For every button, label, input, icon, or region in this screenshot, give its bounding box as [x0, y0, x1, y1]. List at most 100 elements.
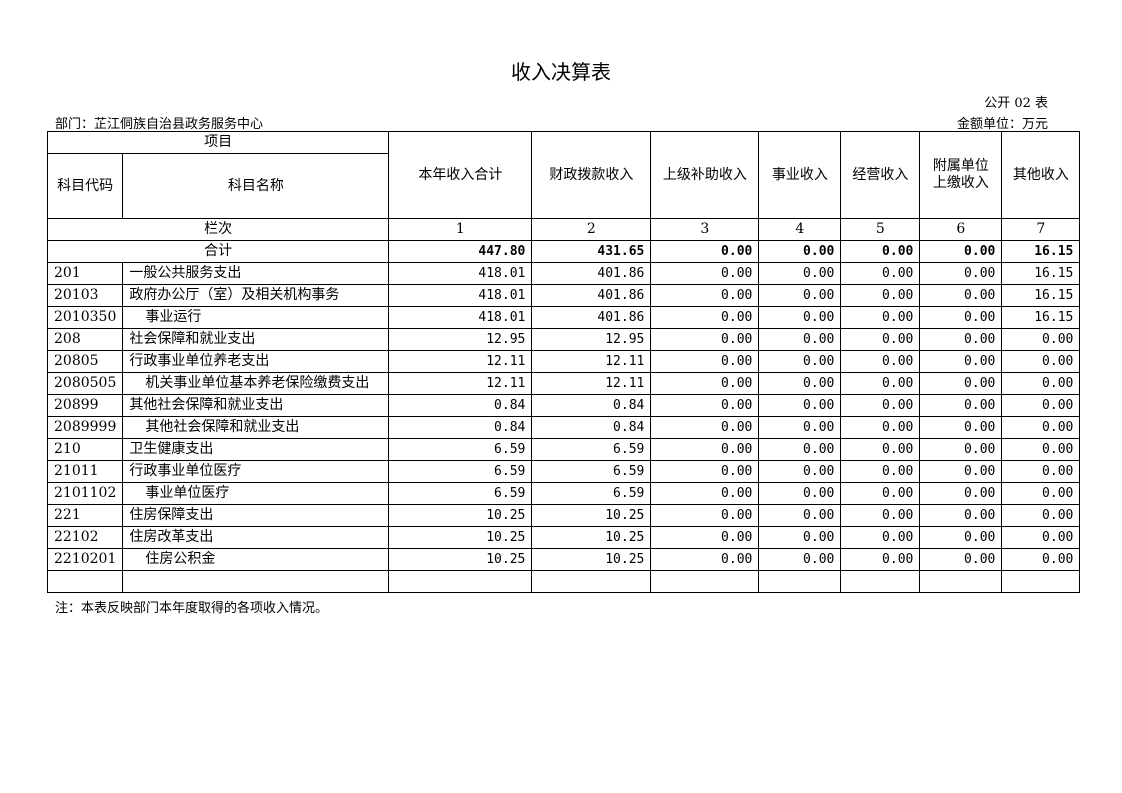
amount: 10.25	[531, 548, 652, 571]
subject-code: 210	[46, 438, 124, 461]
amount: 401.86	[531, 262, 652, 285]
subject-name: 住房保障支出	[122, 504, 390, 527]
amount: 10.25	[531, 526, 652, 549]
subject-name: 住房公积金	[122, 548, 390, 571]
form-number: 公开 02 表	[984, 96, 1048, 111]
data-row: 20805 行政事业单位养老支出 12.11 12.11 0.00 0.00 0.00 0.0…	[46, 350, 1081, 373]
amount: 6.59	[531, 460, 652, 483]
total-value: 0.00	[919, 240, 1003, 263]
data-row: 20899 其他社会保障和就业支出 0.84 0.84 0.00 0.00 0.00 0.00…	[46, 394, 1081, 417]
amount: 0.00	[650, 262, 760, 285]
amount: 0.00	[840, 460, 921, 483]
subject-code: 201	[46, 262, 124, 285]
amount: 0.00	[758, 548, 842, 571]
subject-code: 22102	[46, 526, 124, 549]
data-row: 210 卫生健康支出 6.59 6.59 0.00 0.00 0.00 0.00 0.00	[46, 438, 1081, 461]
index-label: 栏次	[46, 218, 390, 241]
data-row: 2080505 机关事业单位基本养老保险缴费支出 12.11 12.11 0.00 0.0…	[46, 372, 1081, 395]
amount: 0.00	[650, 306, 760, 329]
amount: 12.11	[388, 372, 533, 395]
subject-name: 政府办公厅（室）及相关机构事务	[122, 284, 390, 307]
total-label: 合计	[46, 240, 390, 263]
index-number: 6	[919, 218, 1003, 241]
amount: 0.00	[758, 482, 842, 505]
subject-code: 20103	[46, 284, 124, 307]
amount: 401.86	[531, 284, 652, 307]
amount: 0.00	[758, 306, 842, 329]
amount: 16.15	[1001, 262, 1081, 285]
total-row: 合计 447.80 431.65 0.00 0.00 0.00 0.00 16.15	[46, 240, 1081, 263]
header-cell: 附属单位上缴收入	[919, 131, 1003, 219]
amount: 0.84	[388, 416, 533, 439]
amount: 0.00	[650, 394, 760, 417]
amount: 0.00	[919, 460, 1003, 483]
amount: 0.00	[650, 548, 760, 571]
data-row: 2010350 事业运行 418.01 401.86 0.00 0.00 0.00 0.00 1…	[46, 306, 1081, 329]
amount: 0.00	[758, 460, 842, 483]
amount: 0.00	[840, 328, 921, 351]
data-row: 2101102 事业单位医疗 6.59 6.59 0.00 0.00 0.00 0.00 0.0…	[46, 482, 1081, 505]
amount: 16.15	[1001, 306, 1081, 329]
header-cell: 本年收入合计	[388, 131, 533, 219]
amount: 12.11	[531, 372, 652, 395]
data-row: 22102 住房改革支出 10.25 10.25 0.00 0.00 0.00 0.00 0.0…	[46, 526, 1081, 549]
amount: 0.84	[388, 394, 533, 417]
amount: 0.00	[758, 394, 842, 417]
income-table: 项目 本年收入合计 财政拨款收入 上级补助收入 事业收入 经营收入 附属单位上缴收入 其他收入…	[46, 131, 1081, 593]
total-value: 16.15	[1001, 240, 1081, 263]
header-row: 项目 本年收入合计 财政拨款收入 上级补助收入 事业收入 经营收入 附属单位上缴收入 其他收入	[46, 131, 1081, 219]
amount: 0.00	[919, 372, 1003, 395]
data-row: 201 一般公共服务支出 418.01 401.86 0.00 0.00 0.00 0.00 1…	[46, 262, 1081, 285]
amount: 0.00	[1001, 438, 1081, 461]
subject-name: 事业单位医疗	[122, 482, 390, 505]
amount: 418.01	[388, 284, 533, 307]
amount: 0.00	[758, 328, 842, 351]
amount: 418.01	[388, 306, 533, 329]
amount: 0.00	[1001, 372, 1081, 395]
amount: 0.00	[919, 526, 1003, 549]
subject-name: 卫生健康支出	[122, 438, 390, 461]
data-row: 2210201 住房公积金 10.25 10.25 0.00 0.00 0.00 0.00 0.…	[46, 548, 1081, 571]
amount: 0.00	[758, 438, 842, 461]
data-row: 21011 行政事业单位医疗 6.59 6.59 0.00 0.00 0.00 0.00 0.0…	[46, 460, 1081, 483]
total-value: 0.00	[840, 240, 921, 263]
subject-code: 2210201	[46, 548, 124, 571]
amount: 0.00	[1001, 548, 1081, 571]
amount: 0.00	[1001, 350, 1081, 373]
data-row: 20103 政府办公厅（室）及相关机构事务 418.01 401.86 0.00 0.00…	[46, 284, 1081, 307]
amount: 10.25	[531, 504, 652, 527]
amount: 0.00	[919, 328, 1003, 351]
empty-row	[46, 570, 1081, 593]
empty-cell	[388, 570, 533, 593]
amount: 0.00	[758, 350, 842, 373]
subject-name: 住房改革支出	[122, 526, 390, 549]
empty-cell	[919, 570, 1003, 593]
amount: 0.84	[531, 416, 652, 439]
amount: 0.00	[650, 526, 760, 549]
amount: 6.59	[388, 460, 533, 483]
data-row: 208 社会保障和就业支出 12.95 12.95 0.00 0.00 0.00 0.00 0.…	[46, 328, 1081, 351]
subject-name: 机关事业单位基本养老保险缴费支出	[122, 372, 390, 395]
subject-code: 2101102	[46, 482, 124, 505]
amount: 0.00	[650, 504, 760, 527]
amount: 0.00	[650, 350, 760, 373]
department: 部门：芷江侗族自治县政务服务中心	[55, 117, 264, 132]
amount: 0.00	[1001, 328, 1081, 351]
amount: 0.00	[758, 504, 842, 527]
subject-code: 21011	[46, 460, 124, 483]
subject-code: 2089999	[46, 416, 124, 439]
subject-code: 221	[46, 504, 124, 527]
amount: 0.00	[758, 526, 842, 549]
index-number: 5	[840, 218, 921, 241]
amount: 0.00	[650, 460, 760, 483]
header-cell: 经营收入	[840, 131, 921, 219]
amount: 0.00	[1001, 482, 1081, 505]
amount: 0.00	[919, 284, 1003, 307]
amount: 0.00	[919, 394, 1003, 417]
amount: 0.00	[650, 372, 760, 395]
data-row: 221 住房保障支出 10.25 10.25 0.00 0.00 0.00 0.00 0.00	[46, 504, 1081, 527]
amount: 0.00	[1001, 460, 1081, 483]
amount: 0.00	[1001, 526, 1081, 549]
amount: 6.59	[388, 438, 533, 461]
amount: 6.59	[388, 482, 533, 505]
